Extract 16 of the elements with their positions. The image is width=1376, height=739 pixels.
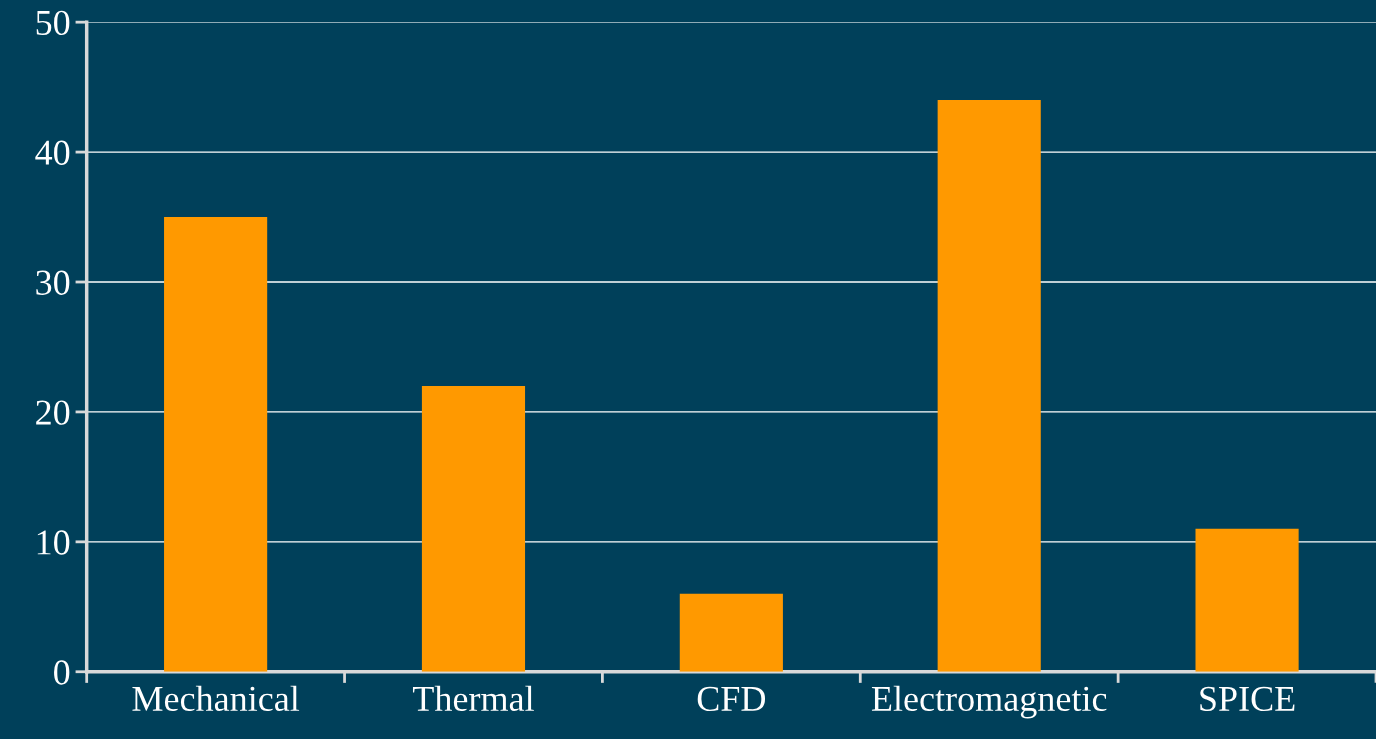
y-tick-label: 0 — [54, 660, 70, 685]
x-tick-label: CFD — [697, 686, 766, 712]
bar — [1195, 528, 1299, 672]
bar — [421, 385, 526, 672]
bar — [679, 593, 783, 672]
y-tick-label: 40 — [35, 140, 70, 165]
bar — [164, 217, 268, 672]
bar — [937, 100, 1041, 672]
x-tick-label: Mechanical — [132, 685, 300, 712]
y-tick-label: 20 — [36, 400, 70, 425]
y-tick-label: 10 — [37, 530, 70, 555]
x-tick-label: Thermal — [412, 685, 534, 712]
y-tick-label: 30 — [36, 270, 70, 295]
x-tick-label: Electromagnetic — [871, 685, 1107, 719]
y-tick-label: 50 — [36, 10, 70, 36]
x-tick-label: SPICE — [1200, 686, 1295, 712]
